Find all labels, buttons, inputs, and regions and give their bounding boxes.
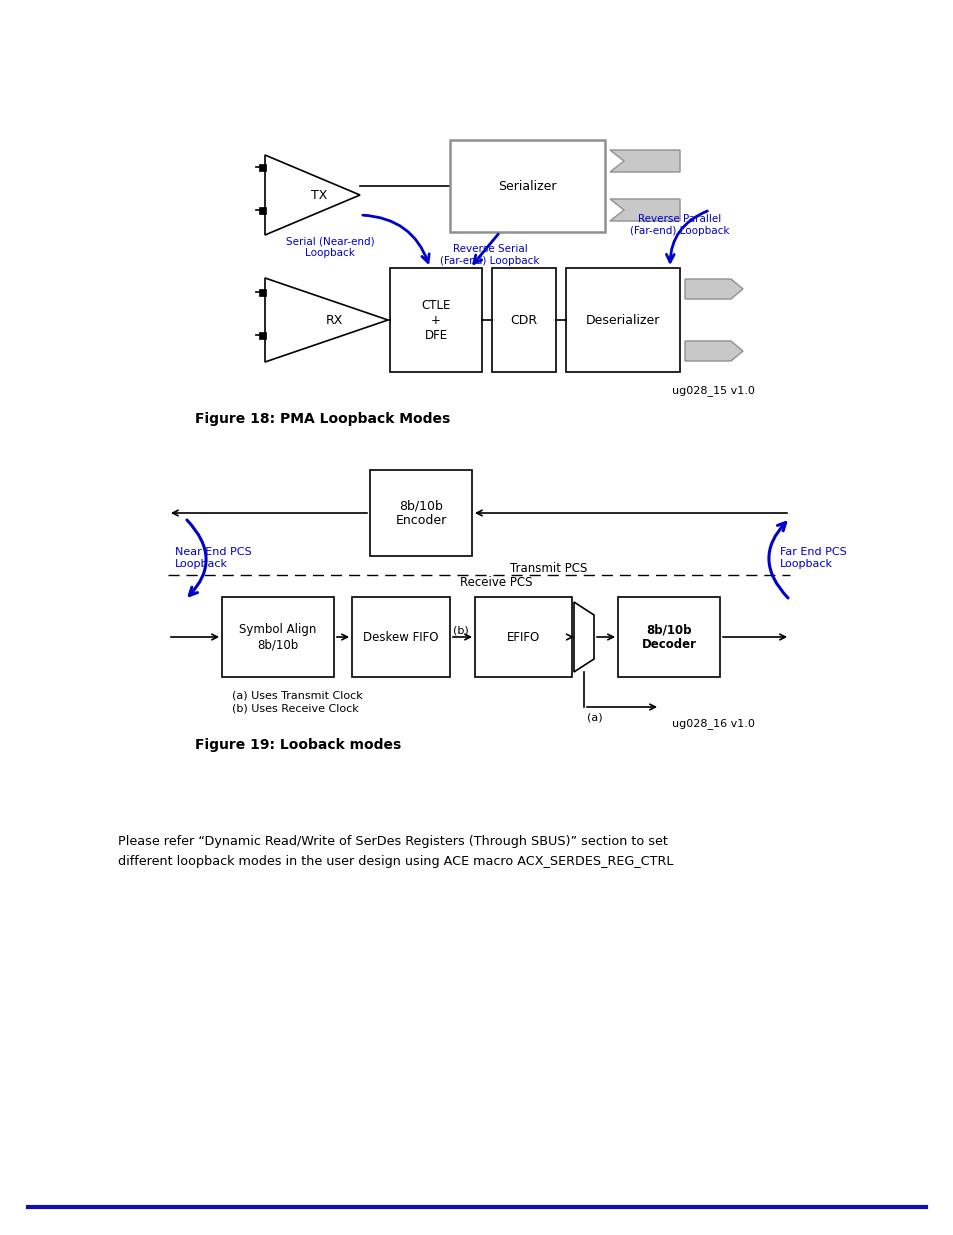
Text: Figure 18: PMA Loopback Modes: Figure 18: PMA Loopback Modes xyxy=(194,412,450,426)
Text: Deserializer: Deserializer xyxy=(585,314,659,326)
Text: CTLE
+
DFE: CTLE + DFE xyxy=(421,299,450,342)
Bar xyxy=(259,331,266,338)
Text: Near End PCS
Loopback: Near End PCS Loopback xyxy=(174,547,252,569)
Text: ug028_15 v1.0: ug028_15 v1.0 xyxy=(672,385,754,396)
Text: (b): (b) xyxy=(453,625,468,635)
Bar xyxy=(222,597,334,677)
Bar xyxy=(352,597,450,677)
Text: 8b/10b
Encoder: 8b/10b Encoder xyxy=(395,499,446,527)
Text: 8b/10b
Decoder: 8b/10b Decoder xyxy=(640,622,696,651)
Text: Transmit PCS: Transmit PCS xyxy=(510,562,587,574)
Text: Serializer: Serializer xyxy=(497,179,557,193)
Text: Receive PCS: Receive PCS xyxy=(459,576,532,589)
Bar xyxy=(390,268,481,372)
Text: (a): (a) xyxy=(586,713,602,722)
Text: Figure 19: Looback modes: Figure 19: Looback modes xyxy=(194,739,401,752)
Bar xyxy=(259,206,266,214)
Text: (a) Uses Transmit Clock: (a) Uses Transmit Clock xyxy=(232,690,362,700)
Text: ug028_16 v1.0: ug028_16 v1.0 xyxy=(672,718,754,729)
Text: Deskew FIFO: Deskew FIFO xyxy=(363,631,438,643)
Text: Please refer “Dynamic Read/Write of SerDes Registers (Through SBUS)” section to : Please refer “Dynamic Read/Write of SerD… xyxy=(118,835,673,868)
Polygon shape xyxy=(684,279,742,299)
Text: Symbol Align
8b/10b: Symbol Align 8b/10b xyxy=(239,622,316,651)
Text: CDR: CDR xyxy=(510,314,537,326)
Text: Far End PCS
Loopback: Far End PCS Loopback xyxy=(780,547,846,569)
Text: TX: TX xyxy=(310,189,327,201)
Bar xyxy=(259,289,266,295)
Text: (b) Uses Receive Clock: (b) Uses Receive Clock xyxy=(232,703,358,713)
Text: Reverse Serial
(Far-end) Loopback: Reverse Serial (Far-end) Loopback xyxy=(439,245,539,266)
Text: RX: RX xyxy=(326,314,343,326)
Bar xyxy=(475,597,572,677)
Bar xyxy=(618,597,720,677)
Polygon shape xyxy=(609,149,679,172)
Polygon shape xyxy=(684,341,742,361)
Bar xyxy=(565,268,679,372)
Bar xyxy=(492,268,556,372)
Bar xyxy=(450,140,604,232)
Text: EFIFO: EFIFO xyxy=(506,631,539,643)
Text: Reverse Parallel
(Far-end) Loopback: Reverse Parallel (Far-end) Loopback xyxy=(630,214,729,236)
Bar xyxy=(370,471,472,556)
Polygon shape xyxy=(609,199,679,221)
Bar xyxy=(259,163,266,170)
Text: Serial (Near-end)
Loopback: Serial (Near-end) Loopback xyxy=(285,236,374,258)
